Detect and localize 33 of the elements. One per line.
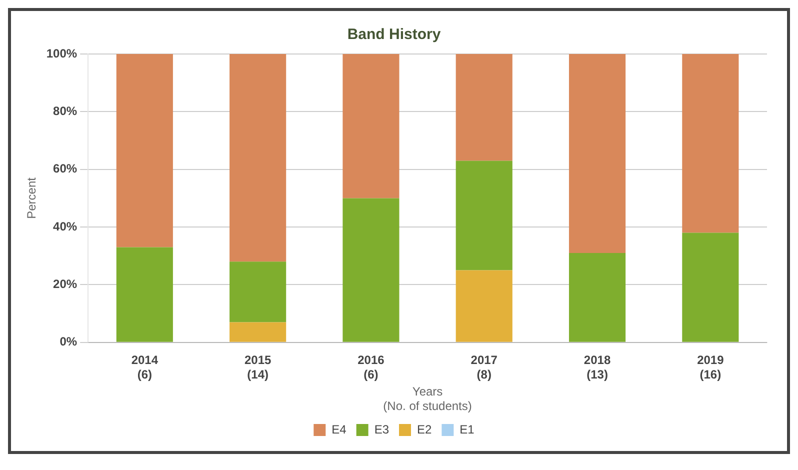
bar bbox=[568, 54, 626, 253]
bar bbox=[568, 252, 626, 342]
bar bbox=[116, 54, 173, 248]
bar bbox=[342, 54, 400, 198]
bar bbox=[456, 270, 512, 342]
y-tick-label: 80% bbox=[53, 104, 78, 118]
x-tick-label: 2015 (14) bbox=[244, 352, 272, 382]
y-tick-label: 20% bbox=[53, 277, 78, 292]
bar bbox=[230, 54, 286, 262]
y-tick-label: 40% bbox=[53, 219, 78, 234]
y-axis-title: Percent bbox=[24, 176, 39, 219]
legend-label: E4 bbox=[332, 422, 347, 436]
bar bbox=[456, 160, 512, 270]
x-tick-label: 2018 (13) bbox=[584, 352, 611, 382]
legend-label: E1 bbox=[460, 422, 475, 436]
bar bbox=[682, 54, 739, 233]
bar bbox=[456, 54, 512, 161]
y-tick-label: 0% bbox=[60, 334, 78, 349]
bar bbox=[342, 198, 400, 342]
x-tick-label: 2014 (6) bbox=[131, 352, 158, 382]
x-tick-label: 2019 (16) bbox=[697, 352, 724, 382]
legend-label: E3 bbox=[374, 422, 390, 436]
bar bbox=[230, 262, 286, 322]
x-tick-label: 2017 (8) bbox=[470, 352, 498, 382]
y-tick-label: 60% bbox=[53, 162, 78, 176]
legend-label: E2 bbox=[417, 422, 432, 436]
bar bbox=[116, 247, 173, 342]
chart-title: Band History bbox=[347, 26, 442, 44]
x-axis-title: Years (No. of students) bbox=[383, 384, 472, 414]
x-tick-label: 2016 (6) bbox=[358, 352, 385, 382]
y-tick-label: 100% bbox=[46, 46, 78, 60]
bar bbox=[230, 322, 286, 342]
bar bbox=[682, 232, 739, 342]
